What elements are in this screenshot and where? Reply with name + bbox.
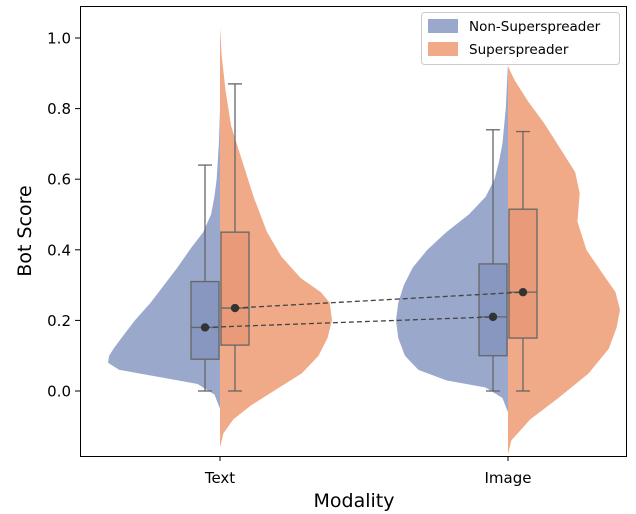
plot-frame — [80, 6, 627, 457]
box-non-superspreader-image — [478, 263, 508, 357]
y-tick-label: 0.8 — [47, 100, 71, 118]
y-tick-label: 0.2 — [47, 312, 71, 330]
y-tick-label: 0.6 — [47, 171, 71, 189]
y-tick-label: 0.0 — [47, 383, 71, 401]
mean-line-non-superspreader — [204, 316, 494, 329]
mean-lines — [204, 291, 524, 329]
legend-swatch-non-superspreader — [428, 19, 458, 33]
y-axis-label: Bot Score — [14, 185, 36, 276]
legend: Non-Superspreader Superspreader — [421, 12, 620, 65]
mean-marker-non-superspreader-image — [488, 312, 498, 322]
box-superspreader-image — [508, 208, 538, 339]
box-superspreader-text — [220, 231, 250, 346]
mean-line-superspreader — [234, 291, 524, 309]
x-axis-label: Modality — [314, 490, 395, 512]
x-tick-label-image: Image — [485, 469, 532, 487]
mean-marker-superspreader-image — [518, 287, 528, 297]
y-axis: 0.0 0.2 0.4 0.6 0.8 1.0 — [47, 30, 80, 401]
y-tick-label: 1.0 — [47, 30, 71, 48]
mean-markers — [200, 287, 528, 332]
legend-label-non-superspreader: Non-Superspreader — [469, 19, 601, 35]
x-tick-label-text: Text — [204, 469, 235, 487]
x-axis: Text Image — [204, 456, 532, 487]
legend-frame — [421, 12, 620, 65]
box-non-superspreader-text — [190, 280, 220, 360]
mean-marker-non-superspreader-text — [200, 323, 210, 332]
y-tick-label: 0.4 — [47, 241, 71, 259]
legend-label-superspreader: Superspreader — [469, 42, 569, 58]
violin-superspreader-image — [508, 66, 620, 455]
legend-swatch-superspreader — [428, 42, 458, 56]
mean-marker-superspreader-text — [230, 303, 240, 313]
